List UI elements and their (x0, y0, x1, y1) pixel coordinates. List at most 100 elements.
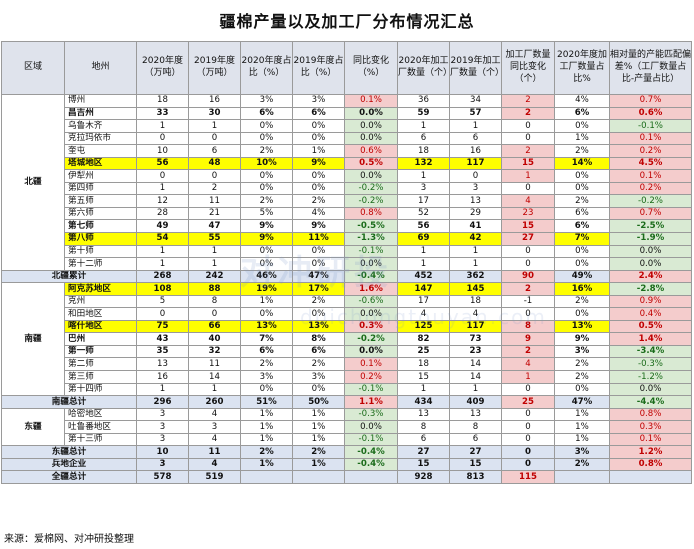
table-row: 巴州 43 40 7% 8% -0.2% 82 73 9 9% 1.4% (2, 332, 692, 346)
value-cell: 928 (397, 470, 450, 484)
value-cell: 69 (397, 232, 450, 246)
value-cell: 2 (501, 94, 555, 108)
value-cell: 0.0% (344, 344, 398, 359)
district-name: 第六师 (64, 206, 137, 221)
value-cell: -2.8% (609, 282, 692, 296)
cotton-summary-table: 区域 地州 2020年度（万吨） 2019年度（万吨） 2020年度占比（%） … (1, 41, 692, 484)
district-name: 喀什地区 (64, 319, 137, 334)
value-cell: 13% (292, 319, 345, 334)
value-cell: 7% (240, 332, 293, 346)
value-cell: 88 (188, 282, 241, 296)
value-cell: -0.1% (344, 382, 398, 397)
value-cell: 0% (292, 382, 345, 397)
value-cell: 409 (449, 395, 502, 409)
table-row: 塔城地区 56 48 10% 9% 0.5% 132 117 15 14% 4.5% (2, 156, 692, 171)
value-cell: 18 (136, 94, 189, 108)
value-cell: 46% (240, 269, 293, 284)
value-cell: 3% (292, 94, 345, 108)
value-cell: 2 (501, 144, 555, 158)
district-name: 塔城地区 (64, 156, 137, 171)
value-cell: 51% (240, 395, 293, 409)
total-label: 北疆累计 (1, 269, 137, 284)
value-cell: 0.6% (609, 106, 692, 121)
value-cell: 15 (397, 370, 450, 384)
value-cell: 13 (136, 357, 189, 372)
value-cell: -0.2% (344, 194, 398, 208)
value-cell: 15 (449, 457, 502, 472)
total-label: 东疆总计 (1, 445, 137, 459)
value-cell: 23 (449, 344, 502, 359)
value-cell: 0% (292, 131, 345, 146)
table-row: 第十二师 1 1 0% 0% 0.0% 1 1 0 0% 0.0% (2, 257, 692, 271)
value-cell: 0% (554, 257, 610, 271)
header-cell: 同比变化（%） (344, 41, 398, 95)
value-cell: 4% (292, 206, 345, 221)
value-cell: 1% (554, 131, 610, 146)
district-name: 第三师 (64, 370, 137, 384)
value-cell: 27 (449, 445, 502, 459)
value-cell: 0 (501, 244, 555, 259)
value-cell: 1% (240, 457, 293, 472)
district-name: 阿克苏地区 (64, 282, 137, 296)
value-cell: 0.0% (609, 244, 692, 259)
value-cell: 25 (501, 395, 555, 409)
value-cell: 9% (240, 232, 293, 246)
district-name: 第十师 (64, 244, 137, 259)
value-cell: 0.3% (609, 420, 692, 434)
value-cell: 1% (554, 407, 610, 422)
table-row: 第十三师 3 4 1% 1% -0.1% 6 6 0 1% 0.1% (2, 432, 692, 447)
table-row: 第十师 1 1 0% 0% -0.1% 1 1 0 0% 0.0% (2, 244, 692, 259)
value-cell: 117 (449, 156, 502, 171)
value-cell: 6 (449, 432, 502, 447)
value-cell: 0 (136, 307, 189, 321)
district-name: 第十三师 (64, 432, 137, 447)
value-cell: -0.1% (344, 244, 398, 259)
value-cell: 578 (136, 470, 189, 484)
district-name: 第八师 (64, 232, 137, 246)
value-cell: 0.9% (609, 294, 692, 309)
value-cell: 28 (136, 206, 189, 221)
value-cell: 2.4% (609, 269, 692, 284)
value-cell: 0.0% (344, 106, 398, 121)
value-cell: 10 (136, 445, 189, 459)
value-cell: 0% (240, 307, 293, 321)
value-cell: 0.2% (344, 370, 398, 384)
value-cell: 147 (397, 282, 450, 296)
value-cell: 25 (397, 344, 450, 359)
table-row: 第五师 12 11 2% 2% -0.2% 17 13 4 2% -0.2% (2, 194, 692, 208)
value-cell: 14 (188, 370, 241, 384)
value-cell: 1 (136, 181, 189, 196)
value-cell: 452 (397, 269, 450, 284)
total-label: 南疆总计 (1, 395, 137, 409)
district-name: 第七师 (64, 219, 137, 233)
header-cell: 2020年度加工厂数量占比% (554, 41, 610, 95)
value-cell: -2.5% (609, 219, 692, 233)
table-row: 克拉玛依市 0 0 0% 0% 0.0% 6 6 0 1% 0.1% (2, 131, 692, 146)
value-cell: 4 (397, 307, 450, 321)
value-cell: 0 (501, 307, 555, 321)
value-cell: -1.2% (609, 370, 692, 384)
value-cell: 2% (240, 194, 293, 208)
value-cell: -0.1% (344, 432, 398, 447)
district-name: 克州 (64, 294, 137, 309)
value-cell: 56 (397, 219, 450, 233)
value-cell: 2% (554, 370, 610, 384)
value-cell: 4 (188, 432, 241, 447)
value-cell: 0 (501, 457, 555, 472)
value-cell: 14 (449, 357, 502, 372)
value-cell: 0.5% (344, 156, 398, 171)
value-cell: 56 (136, 156, 189, 171)
value-cell: 4 (188, 457, 241, 472)
table-row: 第三师 16 14 3% 3% 0.2% 15 14 1 2% -1.2% (2, 370, 692, 384)
value-cell: 3% (554, 445, 610, 459)
value-cell: 2% (554, 194, 610, 208)
value-cell: 3 (136, 457, 189, 472)
value-cell: 1 (188, 244, 241, 259)
value-cell: 34 (449, 94, 502, 108)
value-cell: 12 (136, 194, 189, 208)
value-cell: 0.0% (344, 420, 398, 434)
value-cell: 2% (292, 294, 345, 309)
value-cell: 1 (449, 257, 502, 271)
value-cell: -3.4% (609, 344, 692, 359)
header-cell: 2020年度占比（%） (240, 41, 293, 95)
